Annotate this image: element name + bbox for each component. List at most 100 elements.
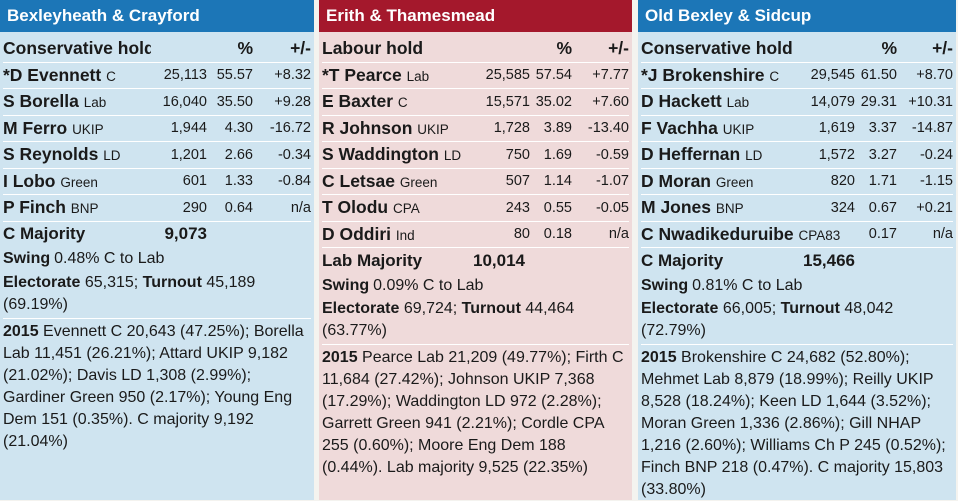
candidate-change: +8.70 [897, 62, 953, 89]
candidate-change: -0.34 [253, 141, 311, 169]
candidate-votes: 14,079 [799, 88, 855, 116]
turnout-label: Turnout [461, 300, 521, 317]
candidate-party: Lab [406, 68, 430, 84]
table-row: I Lobo Green 601 1.33 -0.84 [3, 168, 311, 195]
table-row: D Moran Green 820 1.71 -1.15 [641, 168, 953, 195]
hold-label: Labour hold [322, 36, 472, 63]
turnout-label: Turnout [142, 273, 202, 291]
table-row: *D Evennett C 25,113 55.57 +8.32 [3, 62, 311, 89]
electorate-label: Electorate [3, 273, 81, 291]
candidate-change: +7.77 [572, 62, 629, 89]
candidate-change: +7.60 [572, 88, 629, 116]
candidate-name: I Lobo [3, 170, 56, 191]
candidate-pct: 1.69 [530, 141, 572, 169]
turnout-value: 44,464 (63.77%) [322, 300, 575, 339]
candidate-pct: 35.02 [530, 88, 572, 116]
candidate-name: S Waddington [322, 144, 439, 165]
candidate-pct: 29.31 [855, 88, 897, 116]
turnout-value: 45,189 (69.19%) [3, 273, 256, 313]
candidate-pct: 0.18 [530, 221, 572, 248]
majority-label: Lab Majority [322, 250, 423, 270]
constituency-bexleyheath: Bexleyheath & Crayford Conservative hold… [0, 0, 314, 500]
candidate-party: UKIP [72, 121, 104, 137]
swing-value: 0.81% C to Lab [692, 276, 803, 294]
candidate-pct: 1.33 [207, 168, 253, 195]
previous-results: 2015 Brokenshire C 24,682 (52.80%); Mehm… [641, 344, 953, 501]
electorate-label: Electorate [641, 300, 719, 317]
table-row: D Heffernan LD 1,572 3.27 -0.24 [641, 141, 953, 169]
candidate-votes: 25,113 [151, 62, 207, 89]
previous-results-text: Brokenshire C 24,682 (52.80%); Mehmet La… [641, 349, 946, 498]
table-header-row: Labour hold % +/- [322, 36, 629, 63]
constituency-header: Erith & Thamesmead [319, 0, 632, 32]
candidate-pct: 3.89 [530, 115, 572, 142]
candidate-party: Green [399, 174, 438, 190]
majority-line: C Majority 15,466 [641, 248, 953, 273]
candidate-party: Green [715, 174, 754, 190]
candidate-votes: 820 [799, 168, 855, 195]
table-row: E Baxter C 15,571 35.02 +7.60 [322, 88, 629, 116]
candidate-votes: 507 [472, 168, 530, 195]
change-header: +/- [897, 36, 953, 63]
constituency-old-bexley: Old Bexley & Sidcup Conservative hold % … [638, 0, 956, 500]
candidate-pct: 57.54 [530, 62, 572, 89]
table-row: *J Brokenshire C 29,545 61.50 +8.70 [641, 62, 953, 89]
candidate-pct: 1.71 [855, 168, 897, 195]
table-row: *T Pearce Lab 25,585 57.54 +7.77 [322, 62, 629, 89]
candidate-change: n/a [897, 221, 953, 248]
candidate-votes: 1,728 [472, 115, 530, 142]
table-header-row: Conservative hold % +/- [641, 36, 953, 63]
candidate-name: T Olodu [322, 197, 389, 218]
table-row: S Reynolds LD 1,201 2.66 -0.34 [3, 141, 311, 169]
candidate-change: -0.84 [253, 168, 311, 195]
swing-line: Swing 0.48% C to Lab [3, 247, 311, 272]
candidate-votes: 25,585 [472, 62, 530, 89]
candidate-change: -0.59 [572, 141, 629, 169]
previous-year: 2015 [641, 349, 677, 366]
change-header: +/- [253, 36, 311, 63]
pct-header: % [530, 36, 572, 63]
majority-line: Lab Majority 10,014 [322, 248, 629, 273]
candidate-votes: 601 [151, 168, 207, 195]
candidate-votes: 29,545 [799, 62, 855, 89]
candidate-pct: 3.27 [855, 141, 897, 169]
majority-value: 15,466 [803, 250, 855, 270]
candidate-party: BNP [715, 201, 744, 217]
candidate-votes: 15,571 [472, 88, 530, 116]
table-row: D Oddiri Ind 80 0.18 n/a [322, 221, 629, 248]
hold-label: Conservative hold [641, 36, 799, 63]
table-row: R Johnson UKIP 1,728 3.89 -13.40 [322, 115, 629, 142]
candidate-party: Lab [83, 95, 107, 111]
candidate-change: +0.21 [897, 194, 953, 222]
candidate-party: LD [443, 148, 462, 164]
table-row: D Hackett Lab 14,079 29.31 +10.31 [641, 88, 953, 116]
candidate-party: C [397, 95, 408, 111]
candidate-name: S Borella [3, 91, 79, 112]
candidate-change: -0.05 [572, 194, 629, 222]
electorate-turnout: Electorate 66,005; Turnout 48,042 (72.79… [641, 298, 953, 342]
table-row: M Ferro UKIP 1,944 4.30 -16.72 [3, 115, 311, 142]
candidate-votes: 1,572 [799, 141, 855, 169]
majority-value: 9,073 [164, 224, 207, 243]
candidate-name: S Reynolds [3, 144, 99, 165]
change-header: +/- [572, 36, 629, 63]
table-row: T Olodu CPA 243 0.55 -0.05 [322, 194, 629, 222]
candidate-votes: 750 [472, 141, 530, 169]
electorate-value: 65,315; [84, 273, 139, 291]
table-row: C Nwadikeduruibe CPA83 0.17 n/a [641, 221, 953, 248]
candidate-name: C Nwadikeduruibe [641, 223, 794, 244]
constituency-header: Bexleyheath & Crayford [0, 0, 314, 32]
previous-results-text: Pearce Lab 21,209 (49.77%); Firth C 11,6… [322, 349, 624, 476]
candidate-name: *J Brokenshire [641, 64, 765, 85]
candidate-name: *T Pearce [322, 64, 402, 85]
candidate-name: D Moran [641, 170, 711, 191]
pct-header: % [855, 36, 897, 63]
candidate-party: BNP [70, 201, 99, 217]
results-table: Conservative hold % +/- *D Evennett C 25… [3, 36, 311, 222]
candidate-party: UKIP [722, 121, 755, 137]
turnout-label: Turnout [780, 300, 840, 317]
previous-results: 2015 Pearce Lab 21,209 (49.77%); Firth C… [322, 344, 629, 479]
table-row: P Finch BNP 290 0.64 n/a [3, 194, 311, 222]
swing-value: 0.48% C to Lab [54, 250, 165, 267]
